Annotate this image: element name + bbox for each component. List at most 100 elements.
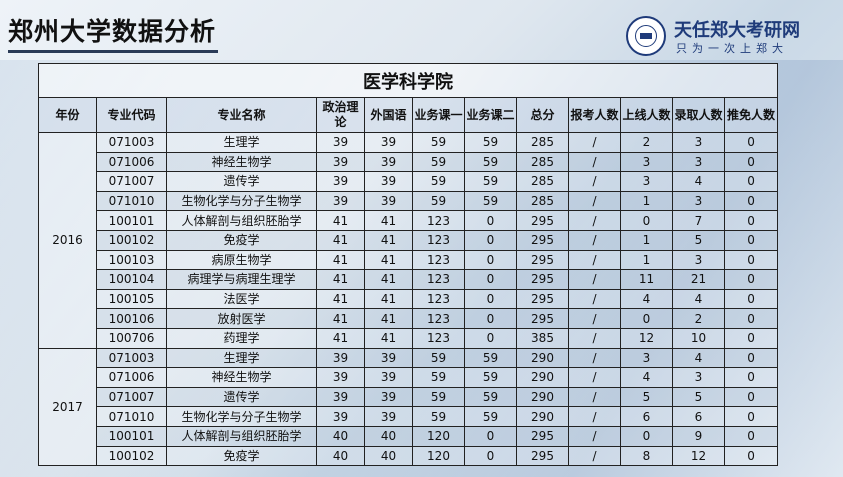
table-cell: 2 xyxy=(620,132,673,153)
table-cell: 0 xyxy=(723,132,779,153)
table-cell: 8 xyxy=(620,445,673,467)
table-cell: 病理学与病理生理学 xyxy=(166,269,317,290)
table-cell: 1 xyxy=(620,229,673,251)
table-cell: 39 xyxy=(316,406,365,427)
table-cell: 59 xyxy=(464,347,517,369)
table-cell: 2 xyxy=(672,308,725,329)
graduation-cap-icon xyxy=(640,33,652,39)
table-cell: 生理学 xyxy=(166,347,317,369)
table-cell: 120 xyxy=(412,425,465,447)
table-cell: 遗传学 xyxy=(166,386,317,408)
title-underline xyxy=(8,50,218,53)
table-cell: 放射医学 xyxy=(166,308,317,329)
table-cell: 神经生物学 xyxy=(166,151,317,173)
table-cell: 病原生物学 xyxy=(166,249,317,271)
table-body: 2016 071003 生理学 39 39 59 59 285/2 3 0 071006 神经生物学 3… xyxy=(38,132,779,467)
table-cell: 6 xyxy=(620,406,673,427)
table-cell: 295 xyxy=(516,229,569,251)
table-cell: 071010 xyxy=(96,406,167,427)
table-cell: / xyxy=(568,229,621,251)
table-cell: / xyxy=(568,288,621,310)
table-row: 071006 神经生物学 39 39 59 59 285/3 3 0 xyxy=(39,151,779,173)
table-row: 100106 放射医学 41 41 123 0 295/0 2 0 xyxy=(39,308,779,329)
table-cell: 295 xyxy=(516,308,569,329)
table-cell: 0 xyxy=(464,269,517,290)
table-cell: 生理学 xyxy=(166,132,317,153)
table-cell: / xyxy=(568,327,621,349)
table-cell: 5 xyxy=(620,386,673,408)
table-cell: 0 xyxy=(723,347,779,369)
table-cell: 071003 xyxy=(96,347,167,369)
table-cell: 神经生物学 xyxy=(166,367,317,388)
table-cell: 100102 xyxy=(96,445,167,467)
table-cell: 59 xyxy=(464,171,517,192)
table-cell: 295 xyxy=(516,288,569,310)
table-caption: 医学科学院 xyxy=(37,63,779,98)
table-cell: 39 xyxy=(316,151,365,173)
admission-table: 医学科学院 年份 专业代码 专业名称 政治理论 外国语 业务课一 业务课二 总分 报考人数 上线人… xyxy=(37,63,779,467)
table-cell: 免疫学 xyxy=(166,229,317,251)
table-cell: 免疫学 xyxy=(166,445,317,467)
table-cell: / xyxy=(568,171,621,192)
column-header: 业务课一 xyxy=(412,97,465,133)
table-cell: 遗传学 xyxy=(166,171,317,192)
table-cell: 39 xyxy=(364,171,413,192)
column-header: 专业名称 xyxy=(166,97,317,133)
table-cell: 41 xyxy=(364,269,413,290)
table-cell: 41 xyxy=(316,210,365,231)
table-cell: 071006 xyxy=(96,367,167,388)
table-cell: 295 xyxy=(516,249,569,271)
table-cell: 40 xyxy=(364,425,413,447)
seal-ring xyxy=(635,25,657,47)
table-cell: 41 xyxy=(364,249,413,271)
table-cell: 59 xyxy=(412,406,465,427)
table-cell: 0 xyxy=(723,210,779,231)
table-cell: 41 xyxy=(364,210,413,231)
table-row: 100103 病原生物学 41 41 123 0 295/1 3 0 xyxy=(39,249,779,271)
column-header: 外国语 xyxy=(364,97,413,133)
table-cell: 0 xyxy=(723,190,779,212)
table-cell: / xyxy=(568,347,621,369)
table-cell: 100101 xyxy=(96,210,167,231)
table-cell: 41 xyxy=(316,288,365,310)
table-cell: 39 xyxy=(364,386,413,408)
table-cell: 11 xyxy=(620,269,673,290)
table-cell: 人体解剖与组织胚胎学 xyxy=(166,210,317,231)
table-cell: 41 xyxy=(364,308,413,329)
table-cell: / xyxy=(568,210,621,231)
table-cell: 123 xyxy=(412,269,465,290)
column-header: 报考人数 xyxy=(568,97,621,133)
table-cell: / xyxy=(568,386,621,408)
table-cell: 12 xyxy=(620,327,673,349)
table-cell: 3 xyxy=(672,190,725,212)
table-cell: / xyxy=(568,190,621,212)
table-cell: 0 xyxy=(464,249,517,271)
table-cell: 123 xyxy=(412,249,465,271)
table-row: 100105 法医学 41 41 123 0 295/4 4 0 xyxy=(39,288,779,310)
table-cell: 0 xyxy=(723,367,779,388)
table-cell: 法医学 xyxy=(166,288,317,310)
table-cell: / xyxy=(568,151,621,173)
table-cell: 0 xyxy=(723,229,779,251)
table-cell: 5 xyxy=(672,386,725,408)
table-cell: / xyxy=(568,425,621,447)
table-row: 100101 人体解剖与组织胚胎学 41 41 123 0 295/0 7 0 xyxy=(39,210,779,231)
table-cell: 39 xyxy=(316,347,365,369)
table-cell: 0 xyxy=(723,386,779,408)
table-cell: 123 xyxy=(412,229,465,251)
table-cell: 10 xyxy=(672,327,725,349)
table-cell: 59 xyxy=(412,171,465,192)
table-cell: 39 xyxy=(316,171,365,192)
table-cell: / xyxy=(568,445,621,467)
table-cell: 071003 xyxy=(96,132,167,153)
year-cell: 2017 xyxy=(38,347,97,467)
table-cell: 290 xyxy=(516,347,569,369)
table-cell: 071007 xyxy=(96,386,167,408)
table-cell: 0 xyxy=(464,308,517,329)
table-cell: 生物化学与分子生物学 xyxy=(166,406,317,427)
column-header: 录取人数 xyxy=(672,97,725,133)
table-cell: 3 xyxy=(620,347,673,369)
table-cell: 0 xyxy=(620,308,673,329)
table-cell: 100101 xyxy=(96,425,167,447)
table-cell: 295 xyxy=(516,445,569,467)
